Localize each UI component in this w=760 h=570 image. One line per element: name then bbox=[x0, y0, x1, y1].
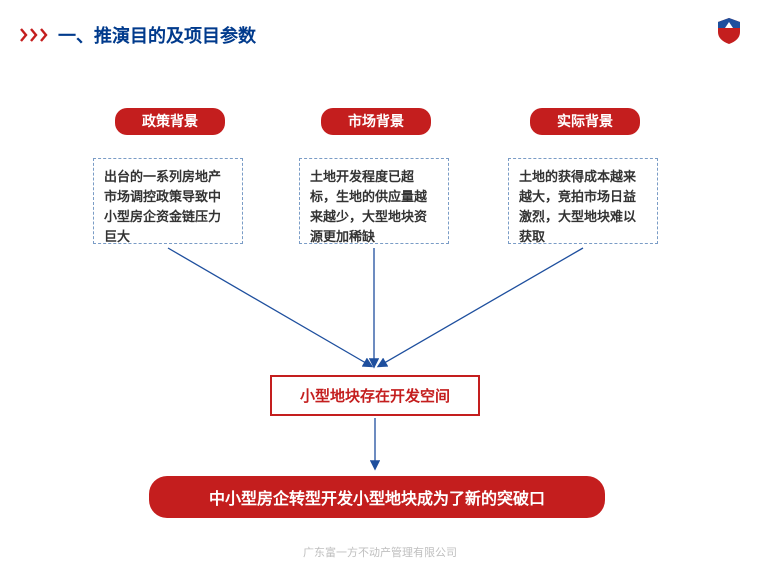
conclusion-pill: 中小型房企转型开发小型地块成为了新的突破口 bbox=[149, 476, 605, 518]
shield-logo-icon bbox=[718, 18, 740, 44]
chevron-icon bbox=[20, 28, 48, 42]
badge-policy: 政策背景 bbox=[115, 108, 225, 135]
badge-actual: 实际背景 bbox=[530, 108, 640, 135]
badge-market: 市场背景 bbox=[321, 108, 431, 135]
desc-market: 土地开发程度已超标，生地的供应量越来越少，大型地块资源更加稀缺 bbox=[299, 158, 449, 244]
footer-company: 广东富一方不动产管理有限公司 bbox=[0, 544, 760, 560]
desc-policy: 出台的一系列房地产市场调控政策导致中小型房企资金链压力巨大 bbox=[93, 158, 243, 244]
desc-actual: 土地的获得成本越来越大，竞拍市场日益激烈，大型地块难以获取 bbox=[508, 158, 658, 244]
result-box: 小型地块存在开发空间 bbox=[270, 375, 480, 416]
slide-header: 一、推演目的及项目参数 bbox=[20, 22, 740, 48]
slide-title: 一、推演目的及项目参数 bbox=[58, 22, 256, 48]
